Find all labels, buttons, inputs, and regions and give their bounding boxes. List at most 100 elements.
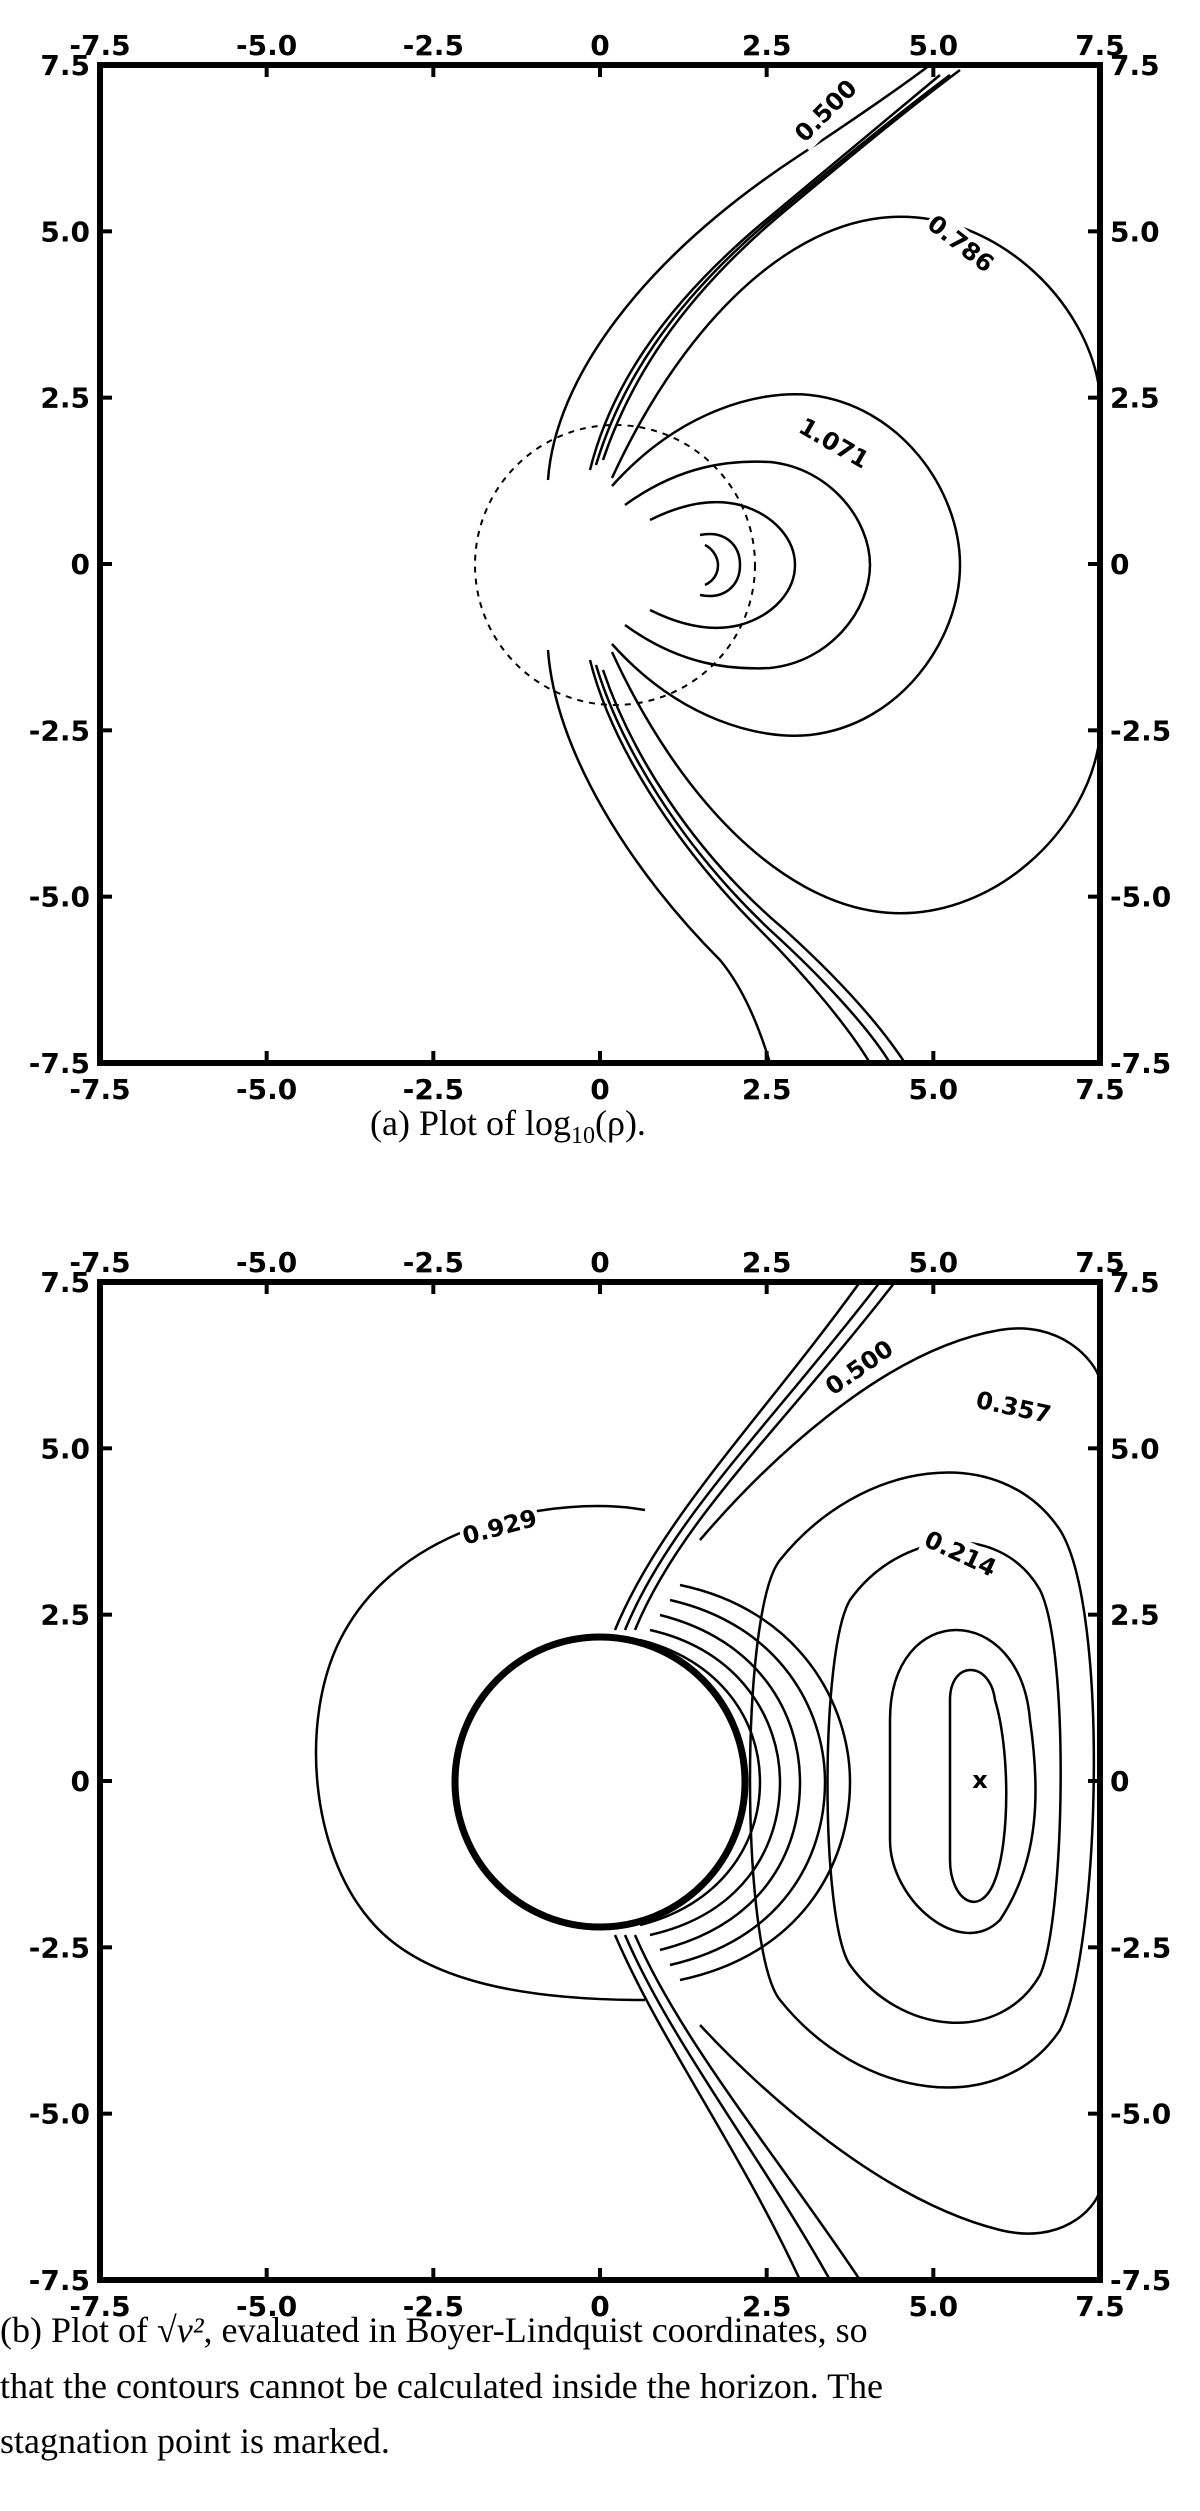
x-tick-label-top: -7.5: [69, 1246, 130, 1279]
y-tick-label-left: 7.5: [40, 49, 90, 82]
y-tick-label-left: -2.5: [29, 1931, 90, 1964]
contour-line: [624, 460, 872, 670]
contour-line: [669, 1598, 827, 1967]
contour-label: 0.214: [920, 1525, 1001, 1582]
contour-line: [613, 1934, 802, 2281]
contour-line: [623, 1934, 832, 2281]
x-tick-label-bottom: -7.5: [69, 2290, 130, 2323]
y-tick-label-right: 0: [1110, 548, 1129, 581]
x-tick-label-bottom: -7.5: [69, 1073, 130, 1106]
contour-label: 1.071: [794, 412, 874, 474]
contour-line: [594, 74, 951, 466]
y-tick-label-left: -5.0: [29, 2098, 90, 2131]
y-tick-label-left: -2.5: [29, 714, 90, 747]
contour-label-bg: [970, 1384, 1056, 1433]
panel-a-contours: [474, 63, 1102, 1064]
x-tick-label-top: 0: [590, 29, 609, 62]
y-tick-label-left: 5.0: [40, 1432, 90, 1465]
y-tick-label-left: 0: [71, 548, 90, 581]
y-tick-label-left: 7.5: [40, 1266, 90, 1299]
caption-b-line1-prefix: (b) Plot of: [0, 2310, 157, 2350]
x-tick-label-top: -2.5: [403, 1246, 464, 1279]
contour-line: [601, 669, 907, 1064]
y-tick-label-right: 5.0: [1110, 215, 1160, 248]
x-tick-label-bottom: 7.5: [1075, 2290, 1125, 2323]
panel-a-frame: [97, 62, 1103, 1066]
x-tick-label-bottom: 5.0: [909, 1073, 959, 1106]
y-tick-label-left: 2.5: [40, 1599, 90, 1632]
y-tick-label-right: 7.5: [1110, 1266, 1160, 1299]
x-tick-label-top: 2.5: [742, 1246, 792, 1279]
y-tick-label-right: -2.5: [1110, 714, 1171, 747]
x-tick-label-bottom: 0: [590, 2290, 609, 2323]
y-tick-label-left: 2.5: [40, 382, 90, 415]
y-tick-label-left: 5.0: [40, 215, 90, 248]
y-tick-label-right: -5.0: [1110, 2098, 1171, 2131]
contour-label-bg: [790, 410, 876, 479]
contour-line: [610, 215, 1102, 479]
y-tick-label-right: 7.5: [1110, 49, 1160, 82]
x-tick-label-top: 7.5: [1075, 29, 1125, 62]
x-tick-label-top: -7.5: [69, 29, 130, 62]
caption-a-suffix: (ρ).: [595, 1103, 646, 1143]
caption-b-line1-suffix: , evaluated in Boyer-Lindquist coordinat…: [204, 2310, 868, 2350]
x-tick-label-bottom: 2.5: [742, 2290, 792, 2323]
contour-line: [601, 69, 961, 461]
contour-line: [748, 1471, 1096, 2089]
x-tick-label-top: -5.0: [236, 1246, 297, 1279]
caption-b-line1: (b) Plot of √v², evaluated in Boyer-Lind…: [0, 2310, 868, 2350]
contour-line: [699, 1327, 1102, 1541]
contour-line: [679, 1583, 852, 1982]
contour-line: [546, 63, 931, 481]
contour-line: [546, 649, 772, 1064]
x-tick-label-bottom: 5.0: [909, 2290, 959, 2323]
x-tick-label-bottom: -5.0: [236, 1073, 297, 1106]
caption-a-sub: 10: [571, 1123, 595, 1149]
y-tick-label-right: 2.5: [1110, 382, 1160, 415]
x-tick-label-bottom: -2.5: [403, 2290, 464, 2323]
caption-a-prefix: (a) Plot of log: [370, 1103, 571, 1143]
panel-a: -7.5-7.5-7.5 -7.5-5.0-5.0-5.0 -5.0-2.5-2.5…: [29, 29, 1171, 1106]
y-tick-label-right: 0: [1110, 1765, 1129, 1798]
panel-b: -7.5-7.5-7.5 -7.5-5.0-5.0-5.0 -5.0-2.5-2.5…: [29, 1246, 1171, 2323]
caption-b-line3: stagnation point is marked.: [0, 2421, 390, 2461]
y-tick-label-right: -2.5: [1110, 1931, 1171, 1964]
x-tick-label-bottom: 7.5: [1075, 1073, 1125, 1106]
x-tick-label-bottom: -2.5: [403, 1073, 464, 1106]
contour-line: [588, 659, 872, 1064]
x-tick-label-top: 5.0: [909, 29, 959, 62]
contour-line: [633, 1281, 896, 1631]
contour-line: [613, 1281, 862, 1631]
stagnation-point-marker: x: [972, 1766, 988, 1794]
contour-label-bg: [457, 1502, 543, 1554]
contour-label-bg: [916, 1523, 1004, 1587]
panel-b-contours: [314, 1281, 1102, 2281]
contour-line: [699, 532, 742, 598]
contour-line: [639, 1638, 762, 1927]
caption-b-math: √v²: [157, 2310, 205, 2350]
contour-line: [633, 1934, 862, 2281]
horizon-circle: [451, 1633, 749, 1931]
panel-b-ticks: -7.5-7.5-7.5 -7.5-5.0-5.0-5.0 -5.0-2.5-2.5…: [29, 1246, 1171, 2323]
panel-a-ticks: -7.5-7.5-7.5 -7.5-5.0-5.0-5.0 -5.0-2.5-2.5…: [29, 29, 1171, 1106]
contour-line: [649, 501, 797, 629]
contour-line: [588, 74, 941, 471]
y-tick-label-left: -7.5: [29, 1047, 90, 1080]
contour-label-bg: [787, 71, 867, 152]
x-tick-label-top: 2.5: [742, 29, 792, 62]
x-tick-label-bottom: 0: [590, 1073, 609, 1106]
y-tick-label-left: -5.0: [29, 881, 90, 914]
y-tick-label-right: -5.0: [1110, 881, 1171, 914]
x-tick-label-bottom: -5.0: [236, 2290, 297, 2323]
y-tick-label-right: 5.0: [1110, 1432, 1160, 1465]
contour-line: [888, 1628, 1037, 1935]
y-tick-label-left: -7.5: [29, 2264, 90, 2297]
x-tick-label-top: 0: [590, 1246, 609, 1279]
x-tick-label-top: -2.5: [403, 29, 464, 62]
x-tick-label-top: 7.5: [1075, 1246, 1125, 1279]
y-tick-label-right: -7.5: [1110, 2264, 1171, 2297]
contour-line: [649, 1628, 782, 1937]
horizon-circle: [474, 424, 756, 706]
contour-label-bg: [918, 207, 1002, 282]
